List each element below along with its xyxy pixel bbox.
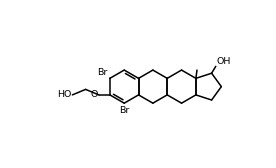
Text: Br: Br (119, 106, 129, 115)
Text: HO: HO (57, 90, 71, 99)
Text: OH: OH (217, 57, 231, 66)
Text: Br: Br (98, 68, 108, 77)
Text: O: O (91, 90, 98, 99)
